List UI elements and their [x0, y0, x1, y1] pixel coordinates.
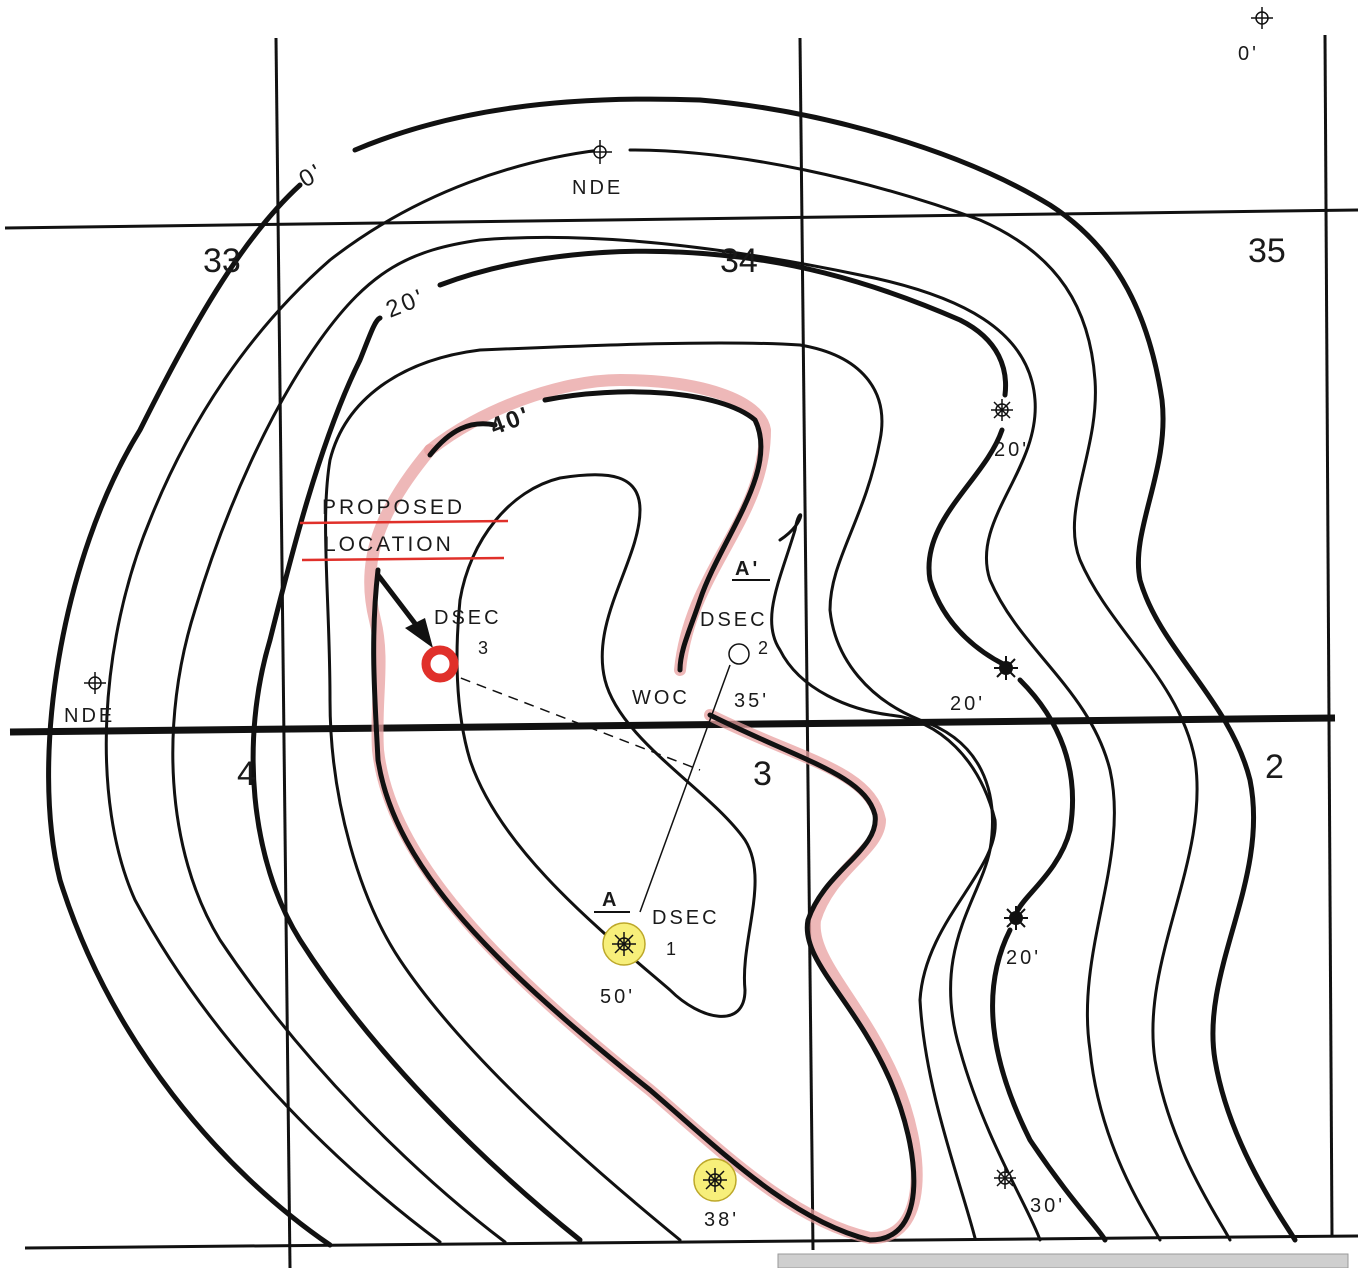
contour-ring-inner-east [770, 513, 997, 1240]
oil-well-icon [994, 656, 1018, 680]
well-label-south-east: 30' [1030, 1195, 1065, 1217]
dsec2-number: 2 [758, 638, 771, 658]
woc-highlight-south [364, 444, 923, 1245]
well-label-far-ne: 0' [1238, 43, 1259, 65]
location-label: LOCATION [324, 533, 454, 556]
dsec1-name: DSEC [652, 907, 720, 929]
contour-40-west-seg [427, 421, 498, 458]
location-underline [301, 556, 505, 562]
grid-line-north [4, 208, 1359, 230]
dsec1-number: 1 [666, 939, 679, 959]
proposed-underline [299, 519, 509, 525]
well-label-nde-left: NDE [64, 705, 115, 727]
contour-label-20: 20' [382, 283, 429, 323]
contour-40-south [371, 567, 917, 1243]
dsec2-value: 35' [734, 690, 769, 712]
contour-0-west [46, 182, 333, 1248]
cross-section-a-label: A [602, 889, 619, 911]
grid-line-center [798, 37, 815, 1251]
gas-show-icon [994, 1167, 1016, 1189]
section-3: 3 [753, 755, 772, 793]
contour-20-east [926, 427, 1108, 1243]
dsec2-name: DSEC [700, 609, 768, 631]
section-33: 33 [203, 242, 241, 280]
cross-section [444, 664, 731, 913]
arrow-shaft [376, 573, 422, 632]
well-label-east-low: 20' [1006, 947, 1041, 969]
contour-labels: 0' 20' 40' [295, 158, 535, 441]
contour-20-west [250, 315, 583, 1243]
grid-line-west [274, 37, 292, 1268]
dsec3-number: 3 [478, 638, 491, 658]
annotations: PROPOSED LOCATION WOC A A' [322, 496, 760, 911]
grid-line-township [9, 714, 1336, 736]
proposed-label: PROPOSED [322, 496, 465, 519]
cross-section-a-prime-label: A' [735, 558, 760, 580]
dsec3-name: DSEC [434, 607, 502, 629]
proposed-arrow [376, 573, 433, 648]
grid-line-south [24, 1234, 1359, 1250]
dry-hole-icon [1251, 7, 1273, 29]
dry-hole-icon [84, 672, 106, 694]
well-label-east-upper: 20' [994, 439, 1029, 461]
well-symbols [84, 7, 1273, 1202]
page-edge-strip [777, 1253, 1349, 1268]
contours [46, 96, 1298, 1248]
producing-well-icon [602, 922, 646, 966]
gas-show-icon [991, 399, 1013, 421]
contour-ring-5 [324, 341, 1042, 1242]
dsec1-value: 50' [600, 986, 635, 1008]
arrow-head [405, 618, 433, 648]
contour-0-east [352, 96, 1298, 1243]
oil-well-icon [1004, 906, 1028, 930]
dashed-tie-line [444, 671, 701, 771]
contour-ring-2 [104, 148, 1232, 1244]
location-circle-icon [728, 643, 750, 665]
well-label-east-mid: 20' [950, 693, 985, 715]
well-labels: NDE 0' NDE 20' 20' 20' 30' 38' DSEC 1 50… [64, 43, 1259, 1231]
section-4: 4 [237, 755, 256, 793]
grid-line-east [1323, 34, 1334, 1237]
dry-hole-icon [588, 140, 612, 164]
contour-40-north [542, 389, 764, 673]
well-label-south-producer: 38' [704, 1209, 739, 1231]
producing-well-icon [693, 1158, 737, 1202]
section-grid [4, 34, 1359, 1268]
section-numbers: 33 34 35 4 3 2 [203, 232, 1286, 793]
contour-ring-3 [171, 235, 1162, 1244]
contour-inner-closure [455, 473, 757, 1018]
well-label-nde-top: NDE [572, 177, 623, 199]
proposed-well-icon [421, 645, 459, 683]
contour-20-north [437, 248, 1009, 398]
cross-section-line [639, 664, 731, 913]
section-34: 34 [720, 242, 758, 280]
section-35: 35 [1248, 232, 1286, 270]
section-2: 2 [1265, 748, 1284, 786]
woc-label: WOC [632, 687, 690, 709]
